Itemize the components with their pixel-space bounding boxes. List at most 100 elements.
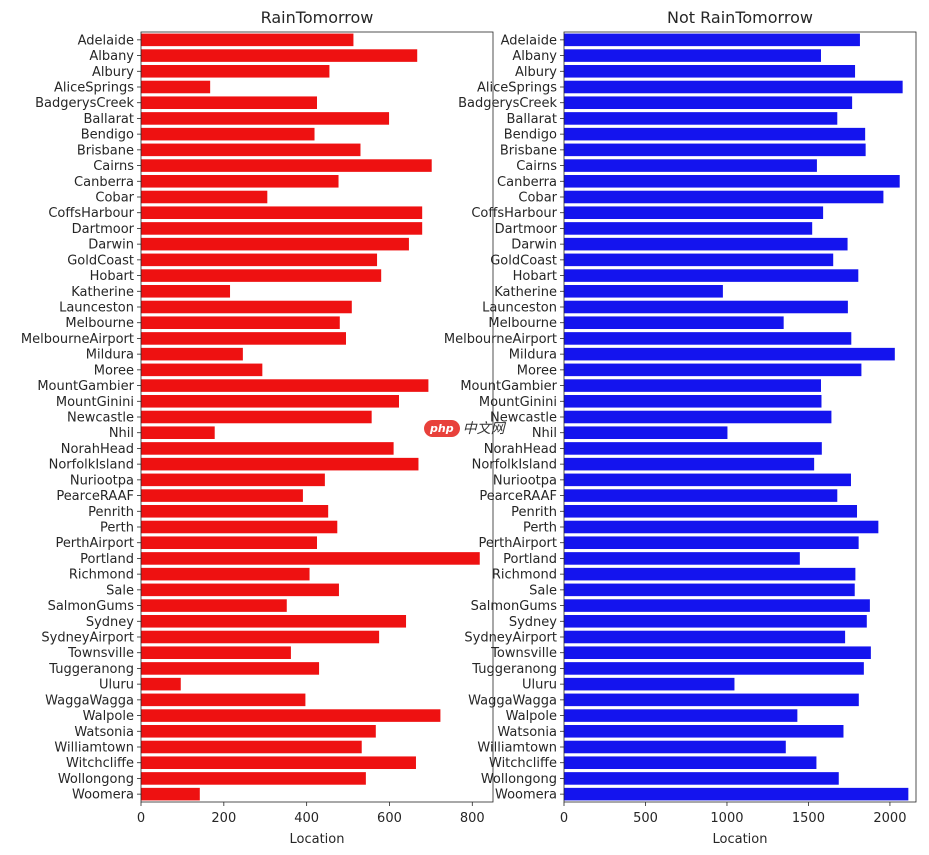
y-tick-label: PearceRAAF	[56, 489, 134, 504]
bar-salmongums	[564, 599, 870, 612]
watermark-text: 中文网	[462, 421, 505, 437]
y-tick-label: Cobar	[95, 191, 134, 206]
bar-brisbane	[564, 143, 866, 157]
y-tick-label: Tuggeranong	[48, 662, 134, 677]
bar-adelaide	[141, 33, 354, 47]
bar-woomera	[564, 787, 909, 801]
bar-salmongums	[141, 599, 287, 612]
y-tick-label: Townsville	[490, 646, 557, 661]
y-tick-label: Sale	[106, 583, 134, 598]
x-tick-label: 1500	[792, 811, 825, 826]
y-tick-label: Sydney	[86, 615, 134, 630]
y-tick-label: BadgerysCreek	[35, 96, 134, 111]
bar-portland	[141, 552, 480, 565]
y-tick-label: Melbourne	[488, 316, 557, 331]
y-tick-label: Albany	[512, 49, 557, 64]
x-tick-label: 800	[460, 811, 485, 826]
bar-watsonia	[141, 725, 376, 738]
bar-albany	[141, 49, 418, 62]
bar-witchcliffe	[564, 756, 817, 769]
y-tick-label: Woomera	[72, 788, 134, 803]
bar-goldcoast	[141, 253, 378, 267]
bar-mountginini	[141, 395, 399, 408]
chart-panel-1: AdelaideAlbanyAlburyAliceSpringsBadgerys…	[21, 8, 494, 847]
watermark-badge: php	[424, 419, 460, 437]
y-tick-label: Richmond	[69, 568, 134, 583]
bar-mildura	[141, 347, 243, 361]
watermark: php 中文网	[424, 418, 505, 438]
y-tick-label: Richmond	[492, 568, 557, 583]
bar-goldcoast	[564, 253, 834, 267]
x-axis-label: Location	[290, 832, 345, 847]
bar-adelaide	[564, 33, 860, 47]
y-tick-label: Perth	[100, 521, 134, 536]
axes-frame	[140, 31, 494, 803]
y-tick-label: Launceston	[59, 301, 134, 316]
bar-melbourneairport	[141, 332, 346, 345]
bar-badgeryscreek	[141, 96, 317, 109]
bar-richmond	[141, 567, 310, 581]
x-tick-label: 600	[377, 811, 402, 826]
bar-darwin	[141, 237, 409, 251]
y-tick-label: SalmonGums	[48, 599, 135, 614]
bar-mountginini	[564, 395, 822, 408]
y-tick-label: Hobart	[513, 269, 557, 284]
bar-mildura	[564, 347, 895, 361]
bar-norahhead	[141, 442, 394, 455]
bar-perth	[141, 520, 338, 534]
bar-mountgambier	[141, 379, 429, 392]
y-tick-label: CoffsHarbour	[48, 206, 134, 221]
bar-coffsharbour	[141, 206, 423, 219]
y-tick-label: PerthAirport	[478, 536, 557, 551]
y-tick-label: Adelaide	[78, 33, 134, 48]
bar-pearceraaf	[564, 489, 838, 502]
bar-hobart	[564, 269, 859, 282]
bar-waggawagga	[564, 693, 859, 707]
bar-nuriootpa	[564, 473, 851, 487]
x-tick-label: 400	[294, 811, 319, 826]
y-tick-label: Penrith	[88, 505, 134, 520]
y-tick-label: Albany	[89, 49, 134, 64]
y-tick-label: Mildura	[86, 348, 134, 363]
y-tick-label: Cairns	[93, 159, 134, 174]
x-axis-label: Location	[713, 832, 768, 847]
y-tick-label: WaggaWagga	[468, 693, 557, 708]
y-tick-label: NorahHead	[484, 442, 557, 457]
y-tick-label: Katherine	[494, 285, 557, 300]
y-tick-label: Watsonia	[497, 725, 557, 740]
bar-nhil	[564, 426, 728, 439]
y-tick-label: Williamtown	[477, 741, 557, 756]
bar-launceston	[564, 300, 848, 314]
y-tick-label: Uluru	[99, 678, 134, 693]
bar-alicesprings	[564, 80, 903, 94]
bar-townsville	[141, 646, 291, 659]
y-tick-label: AliceSprings	[477, 81, 557, 96]
y-tick-label: Portland	[80, 552, 134, 567]
bar-uluru	[564, 677, 735, 691]
axes-frame	[563, 31, 917, 803]
y-tick-label: Moree	[517, 363, 557, 378]
y-tick-label: Moree	[94, 363, 134, 378]
y-tick-label: Nhil	[532, 426, 557, 441]
bar-coffsharbour	[564, 206, 824, 219]
bar-albany	[564, 49, 821, 62]
bar-nuriootpa	[141, 473, 325, 487]
bar-norfolkisland	[564, 457, 815, 471]
bar-richmond	[564, 567, 856, 581]
y-tick-label: Katherine	[71, 285, 134, 300]
bar-cobar	[564, 190, 884, 204]
x-tick-label: 1000	[710, 811, 743, 826]
bar-pearceraaf	[141, 489, 303, 502]
x-tick-label: 0	[560, 811, 568, 826]
bar-waggawagga	[141, 693, 306, 707]
y-tick-label: Cairns	[516, 159, 557, 174]
bar-williamtown	[564, 740, 786, 754]
bar-ballarat	[141, 112, 390, 125]
bar-norahhead	[564, 442, 822, 455]
y-tick-label: NorfolkIsland	[472, 458, 557, 473]
y-tick-label: Perth	[523, 521, 557, 536]
y-tick-label: MountGinini	[56, 395, 134, 410]
y-tick-label: NorahHead	[61, 442, 134, 457]
y-tick-label: Penrith	[511, 505, 557, 520]
